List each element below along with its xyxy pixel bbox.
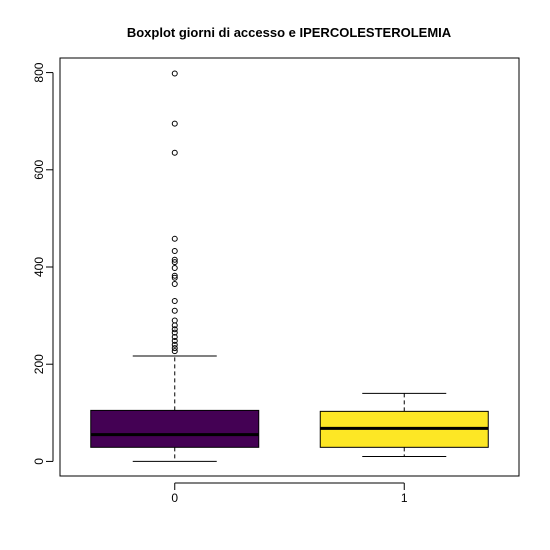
outlier-point [172, 71, 177, 76]
y-tick-label: 400 [32, 257, 46, 277]
outlier-point [172, 318, 177, 323]
chart-title: Boxplot giorni di accesso e IPERCOLESTER… [127, 25, 452, 40]
y-tick-label: 0 [32, 458, 46, 465]
outlier-point [172, 308, 177, 313]
outlier-point [172, 265, 177, 270]
box-group-0 [91, 71, 259, 461]
y-tick-label: 800 [32, 62, 46, 82]
outlier-point [172, 282, 177, 287]
outlier-point [172, 248, 177, 253]
iqr-box [91, 410, 259, 447]
y-axis: 0 200 400 600 800 [32, 62, 53, 465]
outlier-point [172, 236, 177, 241]
x-tick-label: 0 [171, 491, 178, 505]
outlier-point [172, 299, 177, 304]
box-group-1 [320, 393, 488, 456]
y-tick-label: 200 [32, 354, 46, 374]
x-tick-label: 1 [401, 491, 408, 505]
outlier-point [172, 150, 177, 155]
boxes [91, 71, 489, 461]
y-tick-label: 600 [32, 159, 46, 179]
outlier-point [172, 121, 177, 126]
